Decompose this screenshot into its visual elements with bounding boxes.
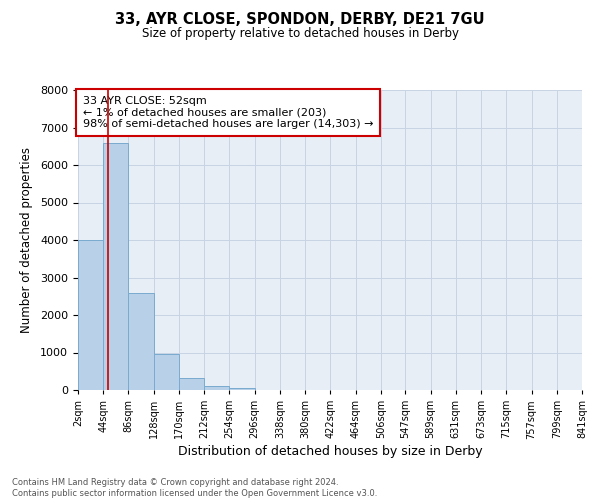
Y-axis label: Number of detached properties: Number of detached properties [20, 147, 33, 333]
Bar [103, 142, 128, 390]
Bar [179, 378, 204, 390]
Text: Contains HM Land Registry data © Crown copyright and database right 2024.
Contai: Contains HM Land Registry data © Crown c… [12, 478, 377, 498]
Bar [154, 354, 179, 390]
X-axis label: Distribution of detached houses by size in Derby: Distribution of detached houses by size … [178, 446, 482, 458]
Bar [78, 240, 103, 390]
Text: 33, AYR CLOSE, SPONDON, DERBY, DE21 7GU: 33, AYR CLOSE, SPONDON, DERBY, DE21 7GU [115, 12, 485, 28]
Bar [229, 388, 254, 390]
Text: 33 AYR CLOSE: 52sqm
← 1% of detached houses are smaller (203)
98% of semi-detach: 33 AYR CLOSE: 52sqm ← 1% of detached hou… [83, 96, 374, 129]
Bar [204, 386, 229, 390]
Bar [128, 292, 154, 390]
Text: Size of property relative to detached houses in Derby: Size of property relative to detached ho… [142, 28, 458, 40]
